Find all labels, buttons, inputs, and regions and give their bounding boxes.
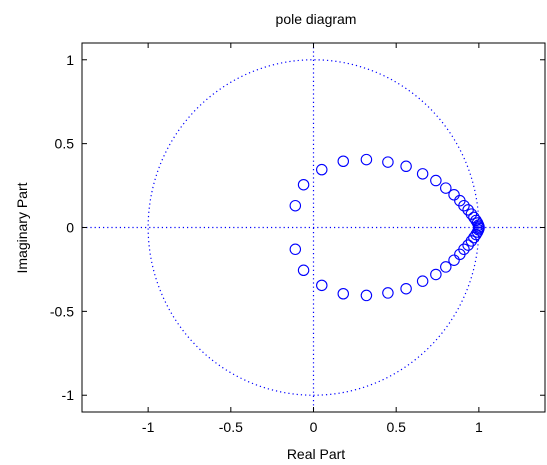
pole-marker [440, 261, 452, 273]
pole-marker [289, 199, 302, 212]
pole-marker [337, 155, 350, 167]
pole-marker [360, 289, 373, 302]
pole-marker [462, 239, 474, 251]
x-tick-label: -1 [142, 419, 155, 435]
pole-marker [462, 204, 474, 216]
x-tick-label: 0.5 [386, 419, 406, 435]
y-tick-label: 0.5 [55, 136, 75, 152]
pole-marker [430, 268, 442, 281]
x-tick-label: 1 [475, 419, 483, 435]
y-axis-label: Imaginary Part [14, 182, 30, 273]
plot-frame [81, 42, 546, 413]
pole-marker [448, 189, 460, 201]
y-tick-label: 1 [66, 52, 74, 68]
pole-marker [458, 243, 470, 256]
pole-marker [416, 168, 429, 180]
pole-marker [316, 279, 328, 292]
pole-marker [382, 287, 394, 299]
y-tick-label: 0 [66, 220, 74, 236]
pole-marker [458, 199, 470, 212]
pole-marker [382, 156, 394, 168]
x-axis-label: Real Part [287, 446, 345, 462]
chart-title: pole diagram [276, 11, 357, 27]
pole-marker [430, 174, 442, 187]
pole-marker [337, 288, 350, 300]
pole-marker [400, 282, 412, 295]
pole-marker [360, 153, 373, 166]
pole-marker [416, 275, 429, 287]
y-tick-label: -0.5 [50, 303, 74, 319]
axis-ticks: -1 -0.5 0 0.5 1 -1 -0.5 0 0.5 1 [50, 43, 545, 435]
pole-marker [316, 163, 328, 176]
pole-marker [440, 182, 452, 194]
pole-marker [297, 178, 310, 191]
pole-marker [400, 160, 412, 173]
x-tick-label: 0 [310, 419, 318, 435]
pole-marker [448, 254, 460, 266]
x-tick-label: -0.5 [219, 419, 243, 435]
y-tick-label: -1 [62, 387, 75, 403]
pole-marker [473, 222, 485, 234]
plot-area [82, 43, 545, 412]
pole-marker [297, 264, 310, 277]
pole-marker [289, 243, 302, 256]
